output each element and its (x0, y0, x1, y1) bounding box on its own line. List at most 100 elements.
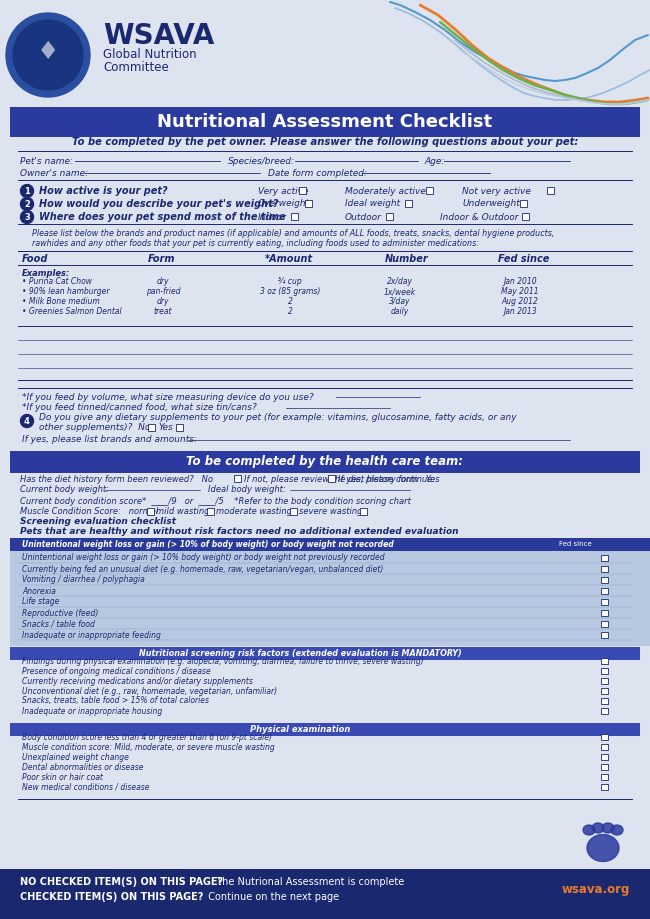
Text: • Milk Bone medium: • Milk Bone medium (22, 298, 99, 307)
Bar (10, 551, 650, 646)
Bar (601, 598, 608, 605)
Text: Presence of ongoing medical conditions / disease: Presence of ongoing medical conditions /… (22, 666, 211, 675)
Bar (405, 200, 411, 207)
Text: Yes: Yes (158, 424, 173, 433)
Text: Not very active: Not very active (462, 187, 531, 196)
Text: Unintentional weight loss or gain (> 10% of body weight) or body weight not reco: Unintentional weight loss or gain (> 10%… (22, 540, 394, 549)
Text: New medical conditions / disease: New medical conditions / disease (22, 782, 150, 791)
Text: To be completed by the pet owner. Please answer the following questions about yo: To be completed by the pet owner. Please… (72, 137, 578, 147)
Text: Physical examination: Physical examination (250, 725, 350, 734)
Text: Vomiting / diarrhea / polyphagia: Vomiting / diarrhea / polyphagia (22, 575, 145, 584)
Bar (601, 754, 608, 760)
Ellipse shape (592, 823, 604, 833)
Text: If yes, please continue:: If yes, please continue: (338, 474, 435, 483)
Bar (601, 784, 608, 790)
Bar (601, 576, 608, 583)
Text: Dental abnormalities or disease: Dental abnormalities or disease (22, 763, 144, 771)
Text: ♦: ♦ (37, 40, 59, 64)
Bar (328, 475, 335, 482)
Bar (290, 508, 296, 515)
Text: dry: dry (157, 298, 169, 307)
Text: Screening evaluation checklist: Screening evaluation checklist (20, 517, 176, 527)
Text: 1: 1 (24, 187, 30, 196)
Text: Indoor & Outdoor: Indoor & Outdoor (440, 212, 519, 221)
Text: Do you give any dietary supplements to your pet (for example: vitamins, glucosam: Do you give any dietary supplements to y… (39, 413, 517, 422)
Text: How active is your pet?: How active is your pet? (39, 186, 168, 196)
Bar (10, 451, 640, 473)
Text: The Nutrional Assessment is complete: The Nutrional Assessment is complete (210, 877, 404, 887)
Bar (522, 213, 528, 220)
Bar (360, 508, 367, 515)
Text: Underweight: Underweight (462, 199, 520, 209)
Text: Food: Food (22, 254, 48, 264)
Text: Global Nutrition: Global Nutrition (103, 48, 196, 61)
Text: Age:: Age: (424, 156, 445, 165)
Text: Ideal weight: Ideal weight (345, 199, 400, 209)
Text: Reproductive (feed): Reproductive (feed) (22, 608, 98, 618)
Text: Examples:: Examples: (22, 268, 70, 278)
Bar (601, 631, 608, 638)
Text: Poor skin or hair coat: Poor skin or hair coat (22, 773, 103, 781)
Bar (601, 565, 608, 572)
Bar (601, 687, 608, 694)
Text: daily: daily (391, 308, 409, 316)
Text: rawhides and any other foods that your pet is currently eating, including foods : rawhides and any other foods that your p… (32, 239, 479, 247)
Bar (299, 187, 305, 194)
Text: 3 oz (85 grams): 3 oz (85 grams) (260, 288, 320, 297)
Text: Nutritional Assessment Checklist: Nutritional Assessment Checklist (157, 113, 493, 131)
Bar (426, 187, 432, 194)
Text: If not, please review the diet history form   Yes: If not, please review the diet history f… (244, 474, 439, 483)
Bar (147, 508, 153, 515)
Text: Snacks, treats, table food > 15% of total calories: Snacks, treats, table food > 15% of tota… (22, 697, 209, 706)
Text: Current body weight:: Current body weight: (20, 485, 109, 494)
Bar (176, 424, 183, 430)
Text: Ideal body weight:: Ideal body weight: (208, 485, 286, 494)
Text: Species/breed:: Species/breed: (228, 156, 295, 165)
Bar (10, 107, 640, 137)
Ellipse shape (587, 834, 619, 861)
Text: • Greenies Salmon Dental: • Greenies Salmon Dental (22, 308, 122, 316)
Text: treat: treat (154, 308, 172, 316)
Text: 2: 2 (287, 308, 292, 316)
Text: Inadequate or inappropriate housing: Inadequate or inappropriate housing (22, 707, 162, 716)
Circle shape (21, 210, 34, 223)
Ellipse shape (611, 825, 623, 835)
Text: To be completed by the health care team:: To be completed by the health care team: (187, 456, 463, 469)
Text: Unexplained weight change: Unexplained weight change (22, 753, 129, 762)
Text: 1x/week: 1x/week (384, 288, 416, 297)
Text: Continue on the next page: Continue on the next page (202, 892, 339, 902)
Text: Inadequate or inappropriate feeding: Inadequate or inappropriate feeding (22, 630, 161, 640)
Text: Jan 2013: Jan 2013 (503, 308, 537, 316)
Text: Very active: Very active (258, 187, 309, 196)
Text: Unconventional diet (e.g., raw, homemade, vegetarian, unfamiliar): Unconventional diet (e.g., raw, homemade… (22, 686, 277, 696)
Text: Overweight: Overweight (258, 199, 310, 209)
Text: NO CHECKED ITEM(S) ON THIS PAGE?: NO CHECKED ITEM(S) ON THIS PAGE? (20, 877, 223, 887)
Bar (601, 698, 608, 704)
Text: Life stage: Life stage (22, 597, 59, 607)
Bar (234, 475, 240, 482)
Circle shape (21, 185, 34, 198)
Text: WSAVA: WSAVA (103, 22, 214, 50)
Bar (10, 647, 640, 660)
Text: Currently being fed an unusual diet (e.g. homemade, raw, vegetarian/vegan, unbal: Currently being fed an unusual diet (e.g… (22, 564, 384, 573)
Text: Please list below the brands and product names (if applicable) and amounts of AL: Please list below the brands and product… (32, 230, 554, 239)
Text: ¾ cup: ¾ cup (278, 278, 302, 287)
Text: Owner's name:: Owner's name: (20, 168, 88, 177)
Text: 3: 3 (24, 213, 30, 221)
Circle shape (6, 13, 90, 97)
Bar (148, 424, 155, 430)
Text: *If you feed by volume, what size measuring device do you use?: *If you feed by volume, what size measur… (22, 392, 313, 402)
Text: 2: 2 (287, 298, 292, 307)
Text: wsava.org: wsava.org (562, 883, 630, 897)
Text: 3/day: 3/day (389, 298, 411, 307)
Text: pan-fried: pan-fried (146, 288, 180, 297)
Text: 2: 2 (24, 200, 30, 209)
Text: other supplements)?  No: other supplements)? No (39, 424, 150, 433)
Bar (601, 677, 608, 684)
Text: May 2011: May 2011 (501, 288, 539, 297)
Text: Where does your pet spend most of the time: Where does your pet spend most of the ti… (39, 212, 285, 222)
Text: Currently receiving medications and/or dietary supplements: Currently receiving medications and/or d… (22, 676, 253, 686)
Text: Aug 2012: Aug 2012 (502, 298, 538, 307)
Bar (207, 508, 213, 515)
Text: *If you feed tinned/canned food, what size tin/cans?: *If you feed tinned/canned food, what si… (22, 403, 257, 413)
